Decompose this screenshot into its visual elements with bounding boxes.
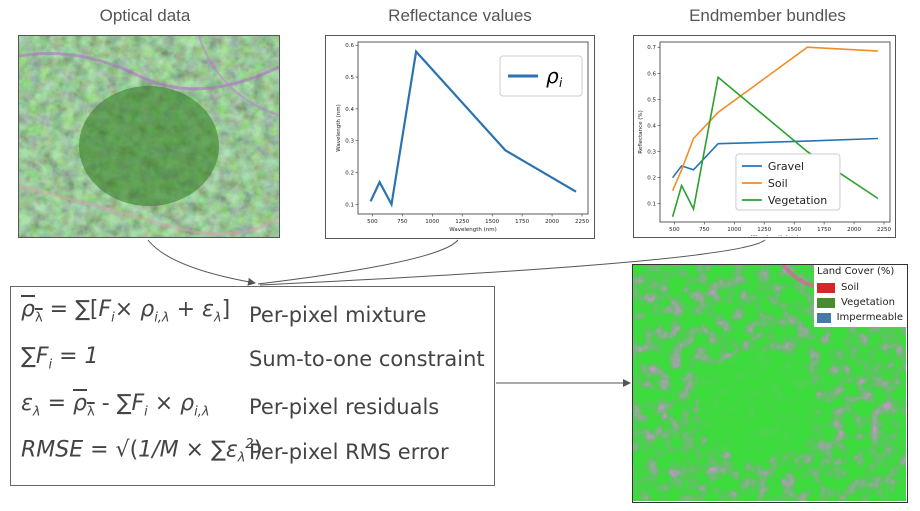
x-tick-label: 2000 [545,219,559,225]
legend-rho-sub: i [559,76,563,90]
series-line-gravel [671,137,879,179]
vegetation-swatch [817,297,835,308]
y-tick-label: 0.6 [345,43,354,49]
legend-rho-label: ρ [546,64,559,88]
mixture-equation: ρλ = ∑[Fi× ρi,λ + ελ] [21,297,231,326]
y-tick-label: 0.4 [345,107,354,113]
x-tick-label: 1750 [817,227,831,233]
y-tick-label: 0.1 [345,202,354,208]
map-legend-impermeable: Impermeable [817,310,903,325]
y-tick-label: 0.3 [647,150,656,156]
legend-label-vegetation: Vegetation [768,194,827,207]
y-tick-label: 0.3 [345,139,354,145]
legend-box [735,153,841,211]
impermeable-swatch [817,312,831,323]
y-tick-label: 0.5 [647,97,656,103]
x-tick-label: 1250 [757,227,771,233]
plot-frame [357,41,589,215]
vegetation-label: Vegetation [841,297,895,308]
reflectance-values-title: Reflectance values [388,6,532,25]
mixture-description: Per-pixel mixture [249,303,427,327]
arrow-reflectance-to-equations [257,239,459,285]
soil-swatch [817,282,835,293]
y-axis-label: Reflectance (%) [638,110,644,154]
x-tick-label: 1250 [455,219,469,225]
x-tick-label: 750 [397,219,408,225]
impermeable-label: Impermeable [836,312,903,323]
residual-description: Per-pixel residuals [249,395,440,419]
x-tick-label: 750 [699,227,710,233]
land-cover-map: Land Cover (%) Soil Vegetation Impermeab… [632,264,908,503]
legend-label-gravel: Gravel [768,160,804,173]
rmse-description: Per-pixel RMS error [249,440,449,464]
sum-to-one-equation: ∑Fi = 1 [21,344,99,373]
x-tick-label: 500 [367,219,378,225]
y-tick-label: 0.6 [647,71,656,77]
y-axis-label: Wavelength (nm) [336,104,342,152]
x-axis-label: Wavelength (nm) [449,227,497,233]
reflectance-chart: 500 750 1000 1250 1500 1750 2000 2250 0.1 0.2 0.3 0… [325,35,595,239]
map-legend: Land Cover (%) Soil Vegetation Impermeab… [814,265,906,327]
arrow-endmember-to-equations [259,239,766,286]
optical-data-image [18,35,280,238]
y-tick-label: 0.5 [345,75,354,81]
plot-frame [659,41,891,223]
endmember-bundles-title: Endmember bundles [689,6,846,25]
y-tick-label: 0.1 [647,202,656,208]
arrow-optical-to-equations [147,239,256,286]
optical-data-title: Optical data [99,6,191,25]
residual-equation: ελ = ρλ - ∑Fi × ρi,λ [21,391,210,420]
y-tick-label: 0.4 [647,123,656,129]
y-tick-label: 0.2 [647,176,656,182]
x-tick-label: 1000 [425,219,439,225]
series-line-i [369,49,577,208]
x-tick-label: 500 [669,227,680,233]
x-tick-label: 2250 [877,227,891,233]
map-legend-soil: Soil [817,280,903,295]
map-legend-title: Land Cover (%) [817,266,895,277]
rmse-equation: RMSE = √(1/M × ∑ελ2) [21,437,263,466]
equation-box: ρλ = ∑[Fi× ρi,λ + ελ] Per-pixel mixture … [10,286,495,486]
x-tick-label: 1000 [727,227,741,233]
map-legend-vegetation: Vegetation [817,295,903,310]
x-tick-label: 1750 [515,219,529,225]
x-tick-label: 2250 [575,219,589,225]
x-tick-label: 1500 [485,219,499,225]
x-tick-label: 2000 [847,227,861,233]
series-line-soil [671,46,879,192]
legend-label-soil: Soil [768,177,788,190]
endmember-chart: 500 750 1000 1250 1500 1750 2000 2250 0.1 0.2 0.3 0… [633,35,896,241]
y-tick-label: 0.2 [345,171,354,177]
reflectance-chart-svg: 500 750 1000 1250 1500 1750 2000 2250 0.1 0.2 0.3 0… [336,41,590,233]
sum-to-one-description: Sum-to-one constraint [249,347,485,371]
y-tick-label: 0.7 [647,45,656,51]
soil-label: Soil [841,282,860,293]
x-tick-label: 1500 [787,227,801,233]
